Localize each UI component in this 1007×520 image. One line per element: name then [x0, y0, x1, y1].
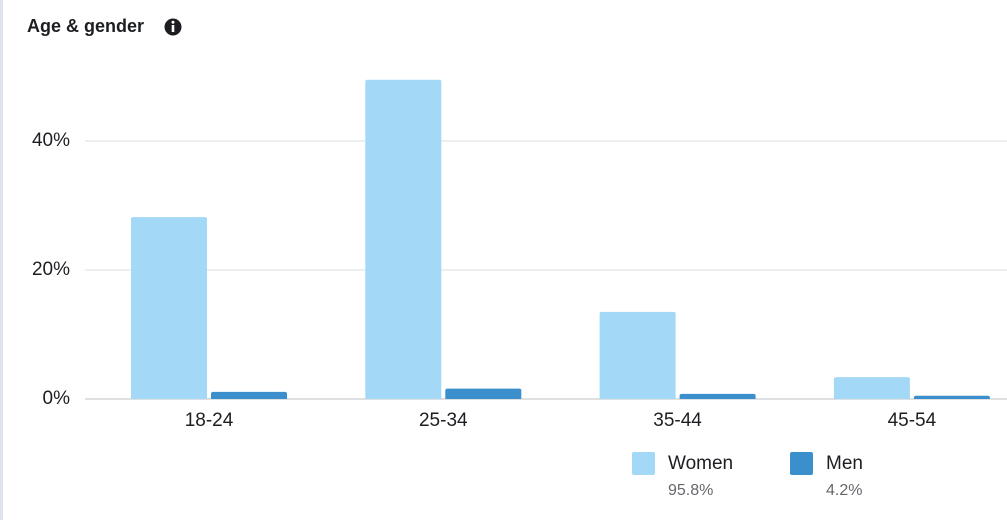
x-tick-label: 45-54 — [888, 410, 937, 431]
bar — [445, 388, 522, 399]
legend-swatch — [790, 452, 813, 475]
chart-title: Age & gender — [27, 16, 144, 36]
y-tick-label: 20% — [32, 259, 70, 280]
bar — [833, 377, 910, 399]
legend-label: Women — [668, 453, 733, 474]
bar — [599, 311, 676, 399]
bar — [211, 391, 287, 399]
info-icon[interactable] — [164, 18, 182, 36]
bar — [679, 393, 756, 399]
legend-swatch — [632, 452, 655, 475]
legend-label: Men — [826, 453, 863, 474]
bar — [913, 395, 990, 399]
y-tick-label: 0% — [43, 388, 71, 409]
legend-total: 4.2% — [826, 482, 862, 499]
bar — [131, 217, 207, 399]
panel-edge — [0, 0, 3, 520]
x-tick-label: 25-34 — [419, 410, 468, 431]
y-tick-label: 40% — [32, 130, 70, 151]
x-tick-label: 35-44 — [653, 410, 702, 431]
x-tick-label: 18-24 — [185, 410, 234, 431]
bar — [365, 79, 442, 399]
legend-total: 95.8% — [668, 482, 713, 499]
